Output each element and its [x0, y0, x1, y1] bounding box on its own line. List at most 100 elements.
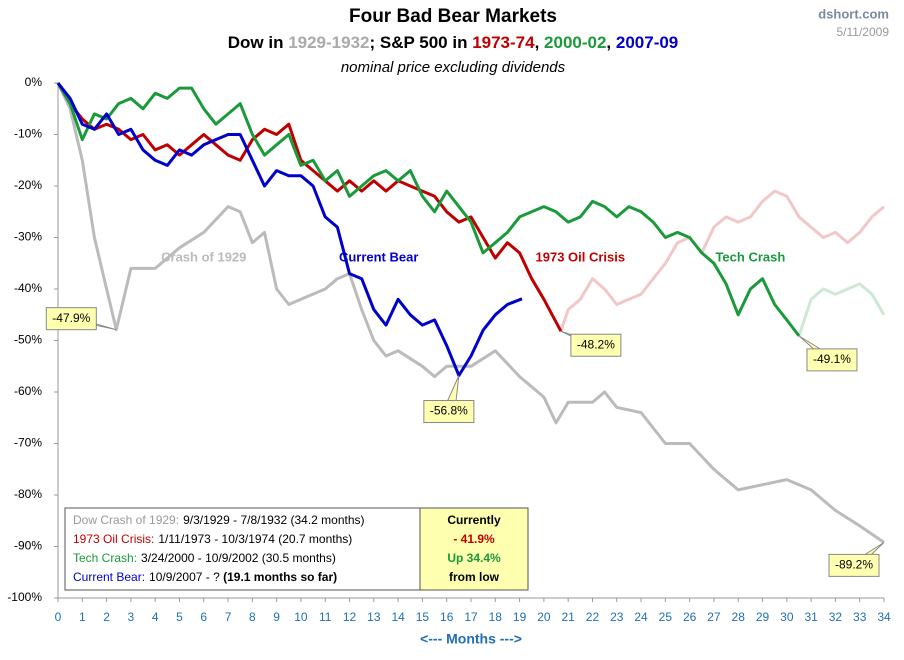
- x-tick-label: 1: [79, 610, 86, 624]
- currently-text: Up 34.4%: [447, 551, 501, 565]
- x-tick-label: 33: [853, 610, 867, 624]
- info-label: Current Bear:: [73, 570, 145, 584]
- info-bold: (19.1 months so far): [223, 570, 337, 584]
- x-tick-label: 30: [780, 610, 794, 624]
- info-text: 10/9/2007 - ?: [149, 570, 223, 584]
- source: dshort.com: [818, 6, 889, 21]
- series-label: 1973 Oil Crisis: [536, 250, 626, 265]
- series-line: [56, 82, 563, 332]
- subtitle-part: 2000-02: [544, 33, 606, 52]
- x-tick-label: 21: [561, 610, 575, 624]
- callout-text: -56.8%: [430, 404, 468, 418]
- info-label: Tech Crash:: [73, 551, 137, 565]
- x-tick-label: 19: [513, 610, 527, 624]
- x-tick-label: 34: [877, 610, 891, 624]
- x-tick-label: 9: [273, 610, 280, 624]
- series-line: [797, 282, 886, 337]
- x-tick-label: 0: [55, 610, 62, 624]
- y-tick-label: -40%: [14, 281, 42, 295]
- y-tick-label: -20%: [14, 178, 42, 192]
- y-tick-label: -100%: [7, 590, 42, 604]
- x-axis-label: <--- Months --->: [420, 631, 522, 647]
- chart-title: Four Bad Bear Markets: [349, 6, 557, 27]
- currently-text: Currently: [447, 513, 501, 527]
- x-tick-label: 27: [707, 610, 721, 624]
- info-row: 1973 Oil Crisis: 1/11/1973 - 10/3/1974 (2…: [73, 532, 352, 546]
- x-tick-label: 17: [464, 610, 478, 624]
- callout-text: -49.1%: [813, 352, 851, 366]
- x-tick-label: 12: [343, 610, 357, 624]
- chart-subtitle: Dow in 1929-1932; S&P 500 in 1973-74, 20…: [228, 33, 679, 52]
- y-tick-label: -60%: [14, 384, 42, 398]
- info-box: [64, 507, 421, 591]
- series-label: Crash of 1929: [161, 250, 246, 265]
- info-row: Tech Crash: 3/24/2000 - 10/9/2002 (30.5 m…: [73, 551, 336, 565]
- info-text: 9/3/1929 - 7/8/1932 (34.2 months): [183, 513, 364, 527]
- x-tick-label: 22: [586, 610, 600, 624]
- info-text: 3/24/2000 - 10/9/2002 (30.5 months): [141, 551, 336, 565]
- series-line: [559, 189, 885, 332]
- x-tick-label: 8: [249, 610, 256, 624]
- y-tick-label: -80%: [14, 487, 42, 501]
- callout-box: [570, 333, 622, 357]
- y-tick-label: -50%: [14, 333, 42, 347]
- x-tick-label: 3: [128, 610, 135, 624]
- chart-note: nominal price excluding dividends: [341, 59, 566, 76]
- subtitle-part: ; S&P 500 in: [370, 33, 473, 52]
- x-tick-label: 5: [176, 610, 183, 624]
- subtitle-part: 2007-09: [616, 33, 678, 52]
- x-tick-label: 2: [103, 610, 110, 624]
- currently-text: from low: [449, 570, 500, 584]
- info-label: Dow Crash of 1929:: [73, 513, 179, 527]
- y-tick-label: 0%: [25, 75, 43, 89]
- callout-text: -47.9%: [52, 311, 90, 325]
- callout-text: -89.2%: [835, 558, 873, 572]
- x-tick-label: 32: [829, 610, 843, 624]
- x-tick-label: 15: [416, 610, 430, 624]
- x-tick-label: 31: [804, 610, 818, 624]
- x-tick-label: 7: [225, 610, 232, 624]
- callout-box: [806, 348, 858, 372]
- x-tick-label: 25: [659, 610, 673, 624]
- subtitle-part: 1973-74: [472, 33, 535, 52]
- series-line: [56, 82, 801, 337]
- callout-box: [828, 553, 880, 577]
- x-tick-label: 4: [152, 610, 159, 624]
- x-tick-label: 24: [634, 610, 648, 624]
- x-tick-label: 26: [683, 610, 697, 624]
- y-tick-label: -30%: [14, 230, 42, 244]
- x-tick-label: 13: [367, 610, 381, 624]
- x-tick-label: 29: [756, 610, 770, 624]
- info-label: 1973 Oil Crisis:: [73, 532, 154, 546]
- x-tick-label: 23: [610, 610, 624, 624]
- callout-text: -48.2%: [577, 337, 615, 351]
- currently-text: - 41.9%: [453, 532, 495, 546]
- x-tick-label: 28: [732, 610, 746, 624]
- y-tick-label: -90%: [14, 539, 42, 553]
- x-tick-label: 11: [319, 610, 332, 624]
- x-tick-label: 20: [537, 610, 551, 624]
- x-tick-label: 18: [489, 610, 503, 624]
- series-line: [56, 82, 885, 544]
- callout-box: [423, 400, 475, 424]
- currently-box: [419, 507, 529, 591]
- x-tick-label: 6: [200, 610, 207, 624]
- info-row: Current Bear: 10/9/2007 - ? (19.1 months …: [73, 570, 337, 584]
- series-line: [56, 82, 523, 377]
- x-tick-label: 14: [391, 610, 405, 624]
- info-row: Dow Crash of 1929: 9/3/1929 - 7/8/1932 (3…: [73, 513, 365, 527]
- subtitle-part: 1929-1932: [288, 33, 369, 52]
- series-label: Current Bear: [339, 250, 418, 265]
- x-tick-label: 10: [294, 610, 308, 624]
- series-label: Tech Crash: [715, 250, 785, 265]
- subtitle-part: ,: [535, 33, 544, 52]
- date: 5/11/2009: [837, 25, 890, 39]
- callout-box: [45, 307, 97, 331]
- subtitle-part: Dow in: [228, 33, 288, 52]
- subtitle-part: ,: [606, 33, 615, 52]
- y-tick-label: -70%: [14, 436, 42, 450]
- y-tick-label: -10%: [14, 127, 42, 141]
- info-text: 1/11/1973 - 10/3/1974 (20.7 months): [158, 532, 352, 546]
- x-tick-label: 16: [440, 610, 454, 624]
